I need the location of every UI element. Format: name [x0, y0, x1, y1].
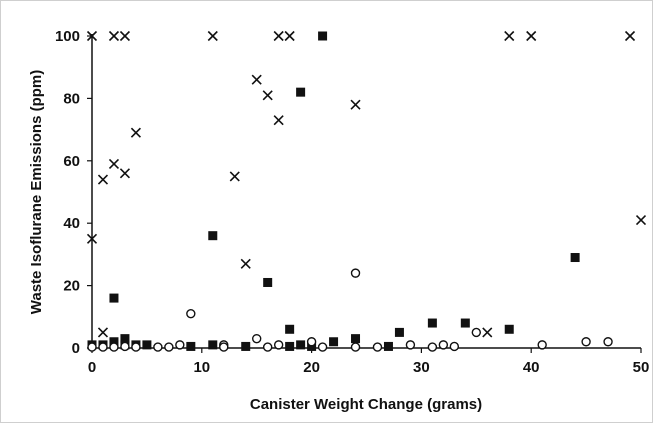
cross-point — [273, 115, 284, 126]
y-tick-label: 0 — [72, 340, 80, 357]
circle-point — [427, 342, 438, 352]
square-point — [142, 340, 152, 350]
circle-point — [186, 308, 196, 319]
square-point — [285, 324, 295, 334]
y-tick-label: 100 — [55, 28, 80, 45]
circle-point — [252, 333, 262, 344]
circle-point — [471, 327, 481, 338]
y-tick-label: 20 — [63, 278, 80, 295]
circle-point — [306, 337, 317, 347]
cross-point — [240, 258, 251, 269]
square-point — [570, 253, 580, 263]
circle-point — [87, 342, 97, 352]
cross-point — [624, 30, 636, 42]
circle-point — [175, 340, 185, 350]
x-tick-label: 40 — [523, 359, 540, 376]
circle-point — [317, 342, 328, 352]
cross-point — [97, 327, 109, 338]
square-point — [504, 324, 514, 334]
square-point — [296, 87, 306, 97]
cross-point — [284, 30, 295, 42]
x-axis-ticks: 0 10 20 30 40 50 — [88, 348, 650, 376]
circle-point — [98, 342, 108, 352]
circle-point — [372, 342, 383, 352]
square-point — [318, 31, 328, 41]
square-point — [285, 341, 295, 351]
x-axis-title: Canister Weight Change (grams) — [250, 396, 482, 413]
circle-point — [273, 340, 284, 350]
cross-point — [86, 233, 98, 244]
square-point — [394, 327, 404, 337]
y-axis-ticks: 0 20 40 60 80 100 — [55, 28, 92, 357]
y-tick-label: 60 — [63, 153, 80, 170]
circle-point — [405, 340, 416, 350]
square-point — [241, 341, 251, 351]
x-tick-label: 50 — [633, 359, 650, 376]
square-point — [208, 231, 218, 241]
cross-point — [229, 171, 240, 182]
cross-point — [526, 30, 537, 42]
cross-point — [482, 327, 493, 338]
cross-point — [97, 174, 109, 185]
cross-point — [251, 74, 262, 85]
x-tick-label: 30 — [413, 359, 430, 376]
circle-point — [109, 342, 119, 352]
circle-point — [153, 342, 163, 352]
square-point — [296, 340, 306, 350]
cross-point — [504, 30, 515, 42]
square-point — [208, 340, 218, 350]
circle-point — [537, 340, 547, 350]
axes — [91, 34, 641, 349]
square-point — [351, 334, 361, 344]
circle-point — [438, 340, 449, 350]
square-point — [109, 337, 119, 347]
y-tick-label: 80 — [63, 90, 80, 107]
y-tick-label: 40 — [63, 215, 80, 232]
square-point — [263, 277, 273, 287]
square-point — [383, 341, 393, 351]
circle-point — [262, 342, 273, 352]
x-tick-label: 0 — [88, 359, 96, 376]
circle-point — [164, 342, 174, 352]
cross-point — [108, 158, 120, 169]
cross-point — [273, 30, 284, 42]
square-point — [427, 318, 437, 328]
cross-point — [262, 90, 273, 101]
square-point — [109, 293, 119, 303]
cross-point — [108, 30, 120, 42]
circle-point — [350, 268, 361, 278]
square-point — [460, 318, 470, 328]
square-point — [120, 334, 130, 344]
circle-point — [449, 341, 460, 352]
square-point — [186, 341, 196, 351]
data-points — [86, 30, 647, 352]
circle-point — [219, 342, 229, 352]
circle-point — [131, 342, 141, 352]
circle-point — [350, 342, 361, 352]
cross-point — [130, 127, 141, 138]
cross-point — [86, 30, 98, 42]
circle-point — [603, 337, 613, 347]
x-tick-label: 20 — [303, 359, 320, 376]
circle-point — [581, 337, 591, 347]
circle-point — [120, 341, 130, 352]
cross-point — [119, 30, 131, 42]
x-tick-label: 10 — [193, 359, 210, 376]
cross-point — [350, 99, 361, 110]
cross-point — [635, 215, 647, 226]
cross-point — [119, 168, 131, 179]
y-axis-title: Waste Isoflurane Emissions (ppm) — [28, 70, 45, 315]
cross-point — [207, 30, 218, 42]
square-point — [329, 337, 339, 347]
